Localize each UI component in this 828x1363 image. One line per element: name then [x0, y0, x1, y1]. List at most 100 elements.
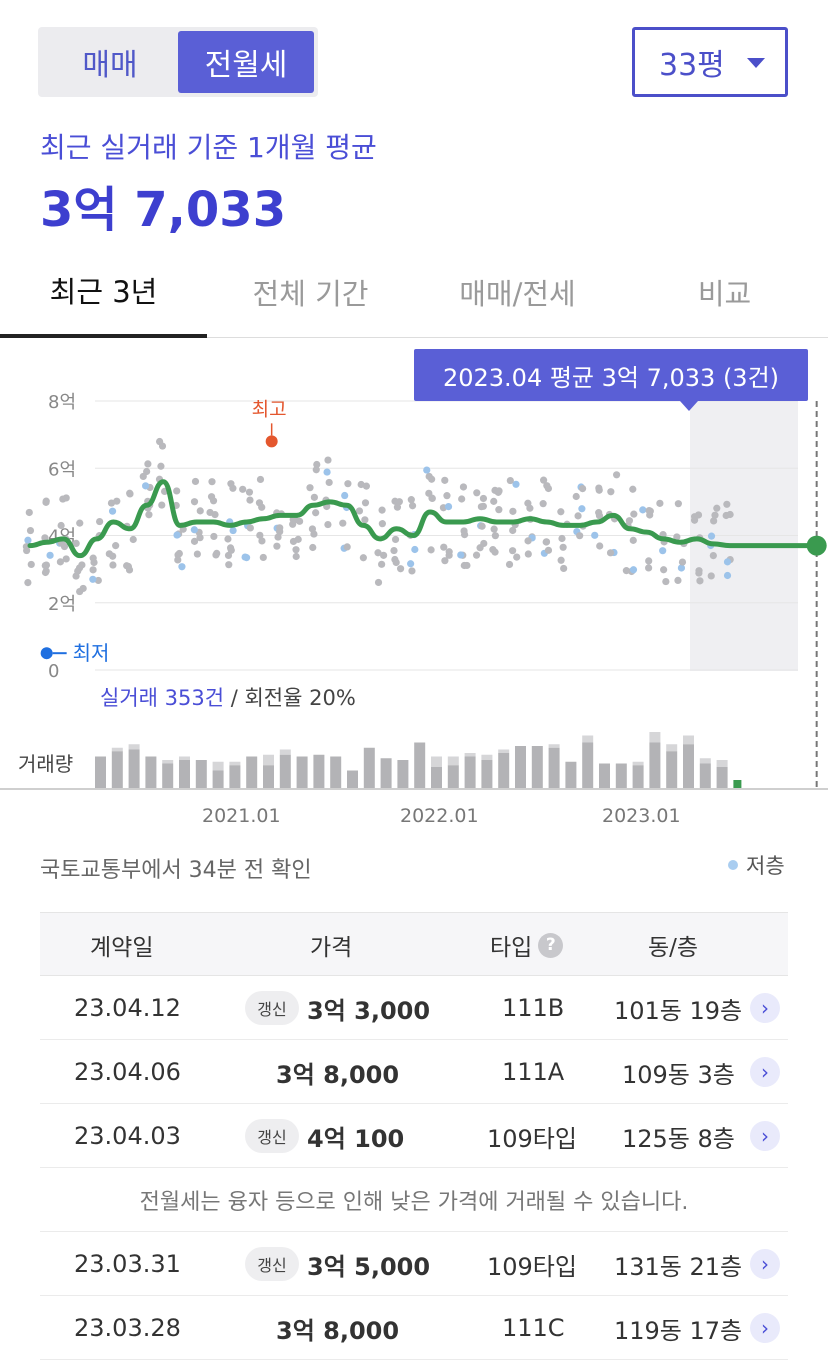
x-tick-label: 2022.01: [400, 805, 479, 827]
transaction-dot: [726, 510, 734, 519]
volume-bar-light: [683, 735, 694, 745]
chevron-right-icon[interactable]: ›: [750, 1313, 780, 1343]
transaction-dot: [629, 566, 638, 574]
transaction-dot: [491, 532, 499, 540]
contract-date: 23.03.31: [74, 1250, 181, 1278]
transaction-dot: [41, 568, 50, 577]
transaction-dot: [378, 520, 386, 528]
tooltip-tail: [680, 401, 698, 411]
transaction-dot: [291, 516, 299, 524]
help-icon[interactable]: ?: [538, 932, 564, 958]
transaction-dot: [258, 537, 266, 545]
volume-bar-light: [498, 749, 510, 753]
volume-bar-light: [279, 749, 291, 755]
type-cell: 109타입: [487, 1124, 577, 1153]
table-row[interactable]: 23.03.28 3억 8,000 111C 119동 17층 ›: [40, 1296, 788, 1360]
transaction-dot: [512, 480, 520, 488]
transaction-dot: [324, 520, 332, 529]
transaction-dot: [560, 564, 568, 573]
transaction-dot: [292, 552, 300, 561]
volume-bar: [162, 763, 174, 788]
highest-label: 최고: [252, 398, 287, 420]
tab-all-period[interactable]: 전체 기간: [252, 277, 369, 311]
transaction-dot: [361, 516, 369, 524]
transaction-dot: [191, 477, 200, 486]
price-value: 3억 3,000: [307, 996, 431, 1025]
header-price: 가격: [310, 935, 353, 961]
size-select[interactable]: 33평: [632, 27, 788, 97]
chevron-right-icon[interactable]: ›: [750, 1121, 780, 1151]
transaction-dot: [578, 484, 587, 493]
transaction-dot: [227, 546, 235, 554]
trade-type-toggle: 매매 전월세: [38, 27, 318, 97]
type-cell: 111C: [502, 1314, 565, 1342]
contract-date: 23.04.03: [74, 1122, 181, 1150]
transaction-dot: [478, 522, 486, 530]
period-tabs: 최근 3년 전체 기간 매매/전세 비교: [0, 246, 828, 338]
volume-bar-light: [632, 761, 644, 766]
transaction-dot: [707, 532, 716, 540]
price-chart[interactable]: 8억 6억 4억 2억 0 최고 최저: [0, 339, 828, 791]
volume-bar-light: [431, 756, 442, 767]
transaction-dot: [178, 563, 186, 571]
transaction-dot: [457, 551, 465, 559]
price-value: 3억 8,000: [276, 1316, 400, 1345]
transaction-dot: [557, 508, 565, 516]
type-cell: 111B: [502, 994, 565, 1022]
transaction-dot: [490, 497, 498, 505]
transaction-dot: [225, 561, 233, 569]
transaction-dot: [509, 526, 517, 535]
renewal-badge: 갱신: [245, 1247, 299, 1281]
chart-tooltip: 2023.04 평균 3억 7,033 (3건): [414, 349, 808, 411]
volume-bar: [95, 756, 106, 788]
current-point-marker: [806, 535, 827, 556]
transaction-dot: [678, 558, 687, 566]
transaction-dot: [213, 549, 221, 557]
transaction-dot: [241, 553, 249, 561]
transaction-dot: [190, 498, 199, 506]
transaction-dot: [723, 571, 732, 580]
transaction-dot: [509, 507, 517, 515]
renewal-badge: 갱신: [245, 991, 299, 1025]
volume-bar: [246, 756, 258, 788]
tab-compare[interactable]: 비교: [697, 277, 752, 311]
transaction-dot: [306, 484, 314, 492]
transaction-dot: [506, 476, 514, 485]
low-floor-dot-icon: [728, 860, 738, 870]
transaction-dot: [259, 553, 267, 562]
transaction-dot: [109, 552, 117, 560]
transaction-dot: [42, 561, 50, 569]
transaction-dot: [62, 494, 70, 502]
volume-bar: [195, 760, 207, 788]
transaction-dot: [476, 544, 484, 552]
chevron-right-icon[interactable]: ›: [750, 1057, 780, 1087]
volume-bar-current: [733, 780, 742, 788]
rent-toggle-option[interactable]: 전월세: [178, 31, 314, 93]
transaction-dot: [428, 494, 436, 502]
transaction-dot: [490, 525, 498, 533]
volume-bar: [347, 770, 358, 788]
chevron-right-icon[interactable]: ›: [750, 1249, 780, 1279]
tab-recent-3y[interactable]: 최근 3년: [0, 246, 207, 338]
volume-bar-light: [699, 758, 711, 764]
sale-toggle-option[interactable]: 매매: [82, 48, 138, 83]
volume-bar-light: [263, 754, 274, 766]
y-tick-label: 0: [48, 661, 59, 682]
transaction-dot: [357, 480, 365, 489]
volume-bar: [565, 761, 577, 788]
transaction-dot: [324, 456, 332, 464]
table-row[interactable]: 23.04.03 갱신 4억 100 109타입 125동 8층 ›: [40, 1104, 788, 1168]
chevron-right-icon[interactable]: ›: [750, 993, 780, 1023]
y-tick-label: 6억: [48, 459, 76, 480]
table-row[interactable]: 23.04.06 3억 8,000 111A 109동 3층 ›: [40, 1040, 788, 1104]
transaction-dot: [723, 558, 732, 566]
table-row[interactable]: 23.03.31 갱신 3억 5,000 109타입 131동 21층 ›: [40, 1232, 788, 1296]
transaction-dot: [630, 510, 638, 518]
volume-bar: [632, 765, 644, 788]
transaction-dot: [391, 555, 399, 564]
transaction-dot: [374, 549, 382, 557]
tab-sale-rent[interactable]: 매매/전세: [459, 277, 576, 311]
x-tick-label: 2021.01: [202, 805, 281, 827]
table-row[interactable]: 23.04.12 갱신 3억 3,000 111B 101동 19층 ›: [40, 976, 788, 1040]
